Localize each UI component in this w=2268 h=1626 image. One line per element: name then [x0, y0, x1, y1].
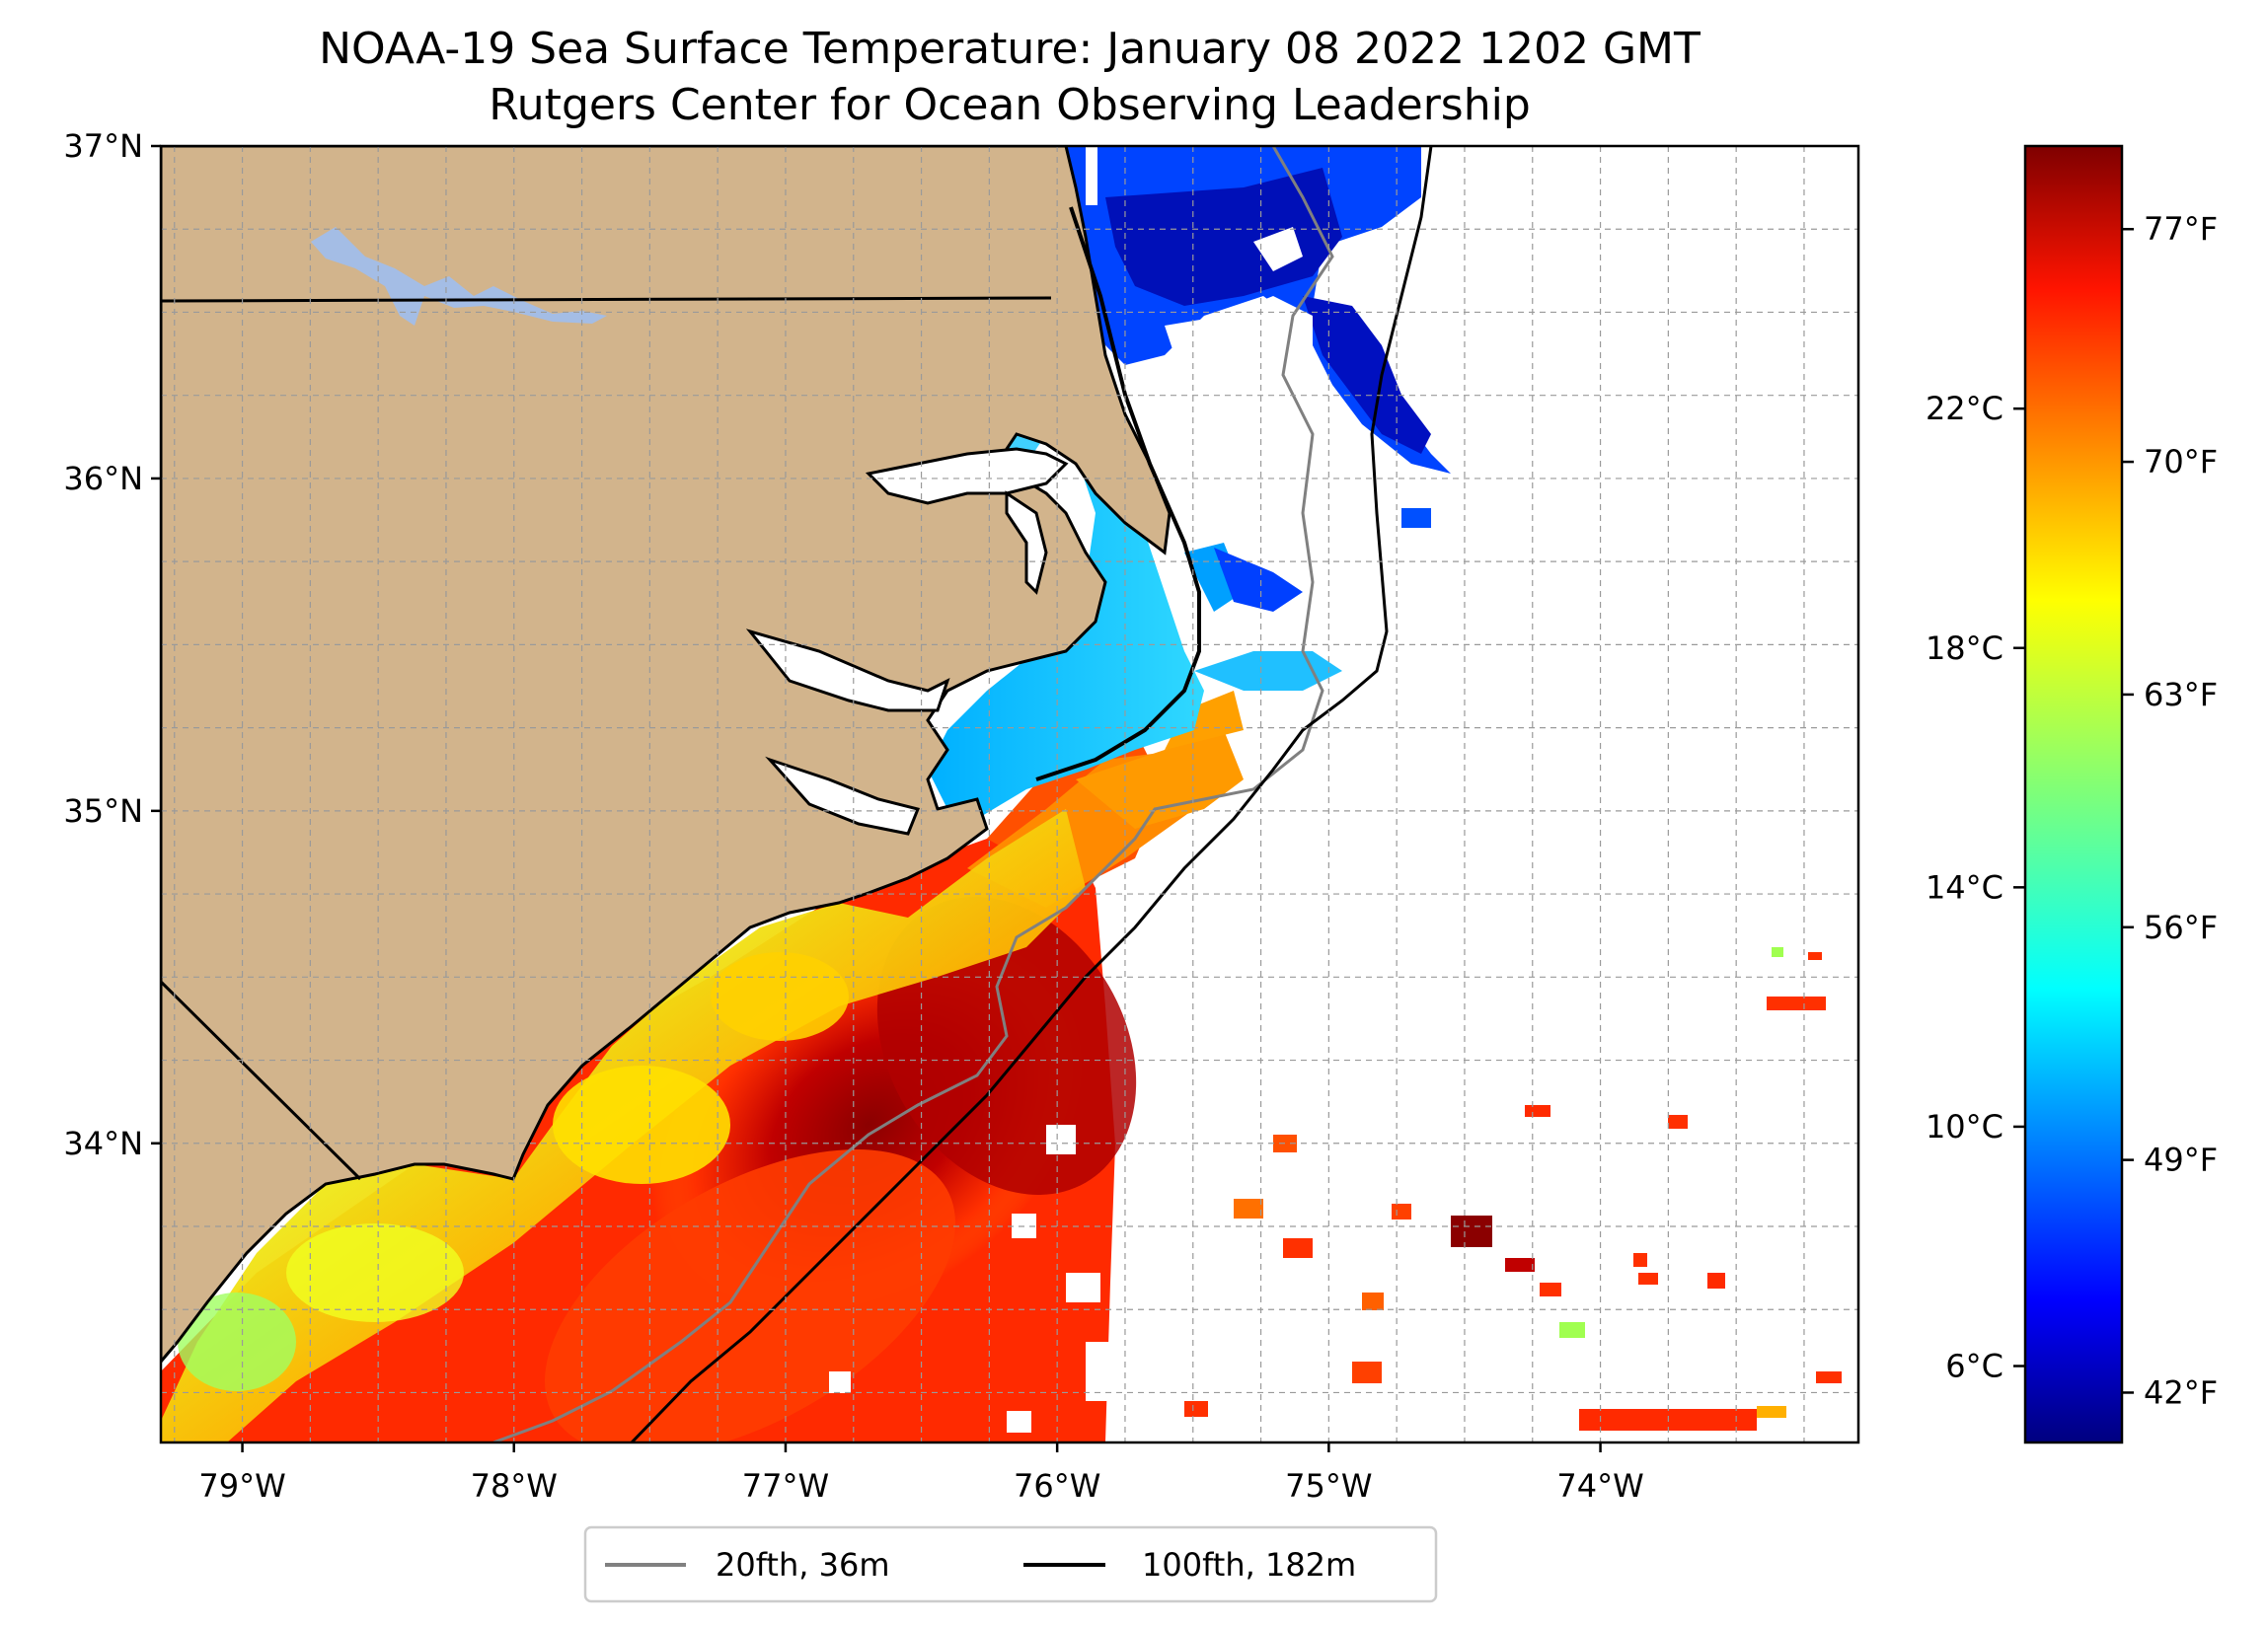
isobath-100fth [630, 146, 1433, 1442]
fahrenheit-tick-label: 56°F [2144, 909, 2218, 946]
fahrenheit-tick-label: 49°F [2144, 1142, 2218, 1179]
outer-banks [1035, 206, 1201, 781]
colorbar: 22°C 18°C 14°C 10°C 6°C 77°F 70°F 63°F 56°F 49°F… [1926, 144, 2218, 1444]
lon-tick-label: 74°W [1556, 1467, 1643, 1505]
celsius-tick-label: 14°C [1926, 868, 2003, 906]
latitude-axis: 37°N 36°N 35°N 34°N [63, 127, 161, 1162]
lon-tick-label: 79°W [198, 1467, 285, 1505]
title-line-2: Rutgers Center for Ocean Observing Leade… [489, 80, 1531, 130]
celsius-tick-label: 10°C [1926, 1108, 2003, 1146]
longitude-axis: 79°W 78°W 77°W 76°W 75°W 74°W [198, 1442, 1644, 1505]
map-panel [161, 146, 1858, 1442]
title-line-1: NOAA-19 Sea Surface Temperature: January… [319, 24, 1701, 74]
lat-tick-label: 36°N [63, 460, 143, 497]
fahrenheit-tick-label: 63°F [2144, 676, 2218, 713]
outer-banks-north-white [1086, 146, 1097, 205]
lake-kerr [311, 227, 607, 326]
lat-tick-label: 35°N [63, 792, 143, 830]
fahrenheit-tick-label: 77°F [2144, 210, 2218, 248]
state-border-nc-sc [161, 980, 362, 1181]
sound-albemarle [865, 447, 1069, 505]
map-gridlines [161, 146, 1858, 1442]
state-border-va-nc [161, 296, 1052, 303]
celsius-tick-label: 22°C [1926, 390, 2003, 427]
fahrenheit-tick-label: 42°F [2144, 1373, 2218, 1411]
river-roanoke [1005, 490, 1048, 595]
lon-tick-label: 76°W [1014, 1467, 1100, 1505]
map-frame [159, 144, 1860, 1444]
legend-label-100fth: 100fth, 182m [1142, 1546, 1356, 1584]
land [161, 146, 1172, 1365]
sound-pamlico-inlet [745, 628, 950, 712]
sound-neuse [765, 756, 921, 836]
colorbar-fahrenheit-ticks: 77°F 70°F 63°F 56°F 49°F 42°F [2122, 210, 2218, 1411]
colorbar-celsius-ticks: 22°C 18°C 14°C 10°C 6°C [1926, 390, 2025, 1385]
fahrenheit-tick-label: 70°F [2144, 443, 2218, 480]
legend-label-20fth: 20fth, 36m [716, 1546, 889, 1584]
lon-tick-label: 75°W [1285, 1467, 1372, 1505]
lon-tick-label: 77°W [742, 1467, 829, 1505]
colorbar-gradient [2023, 144, 2124, 1444]
celsius-tick-label: 6°C [1945, 1348, 2003, 1385]
legend: 20fth, 36m 100fth, 182m [583, 1525, 1438, 1603]
lon-tick-label: 78°W [471, 1467, 558, 1505]
celsius-tick-label: 18°C [1926, 629, 2003, 667]
lat-tick-label: 34°N [63, 1125, 143, 1162]
isobath-20fth [492, 146, 1334, 1442]
legend-frame [583, 1525, 1438, 1603]
lat-tick-label: 37°N [63, 127, 143, 165]
sst-cold-field [1066, 146, 1451, 612]
